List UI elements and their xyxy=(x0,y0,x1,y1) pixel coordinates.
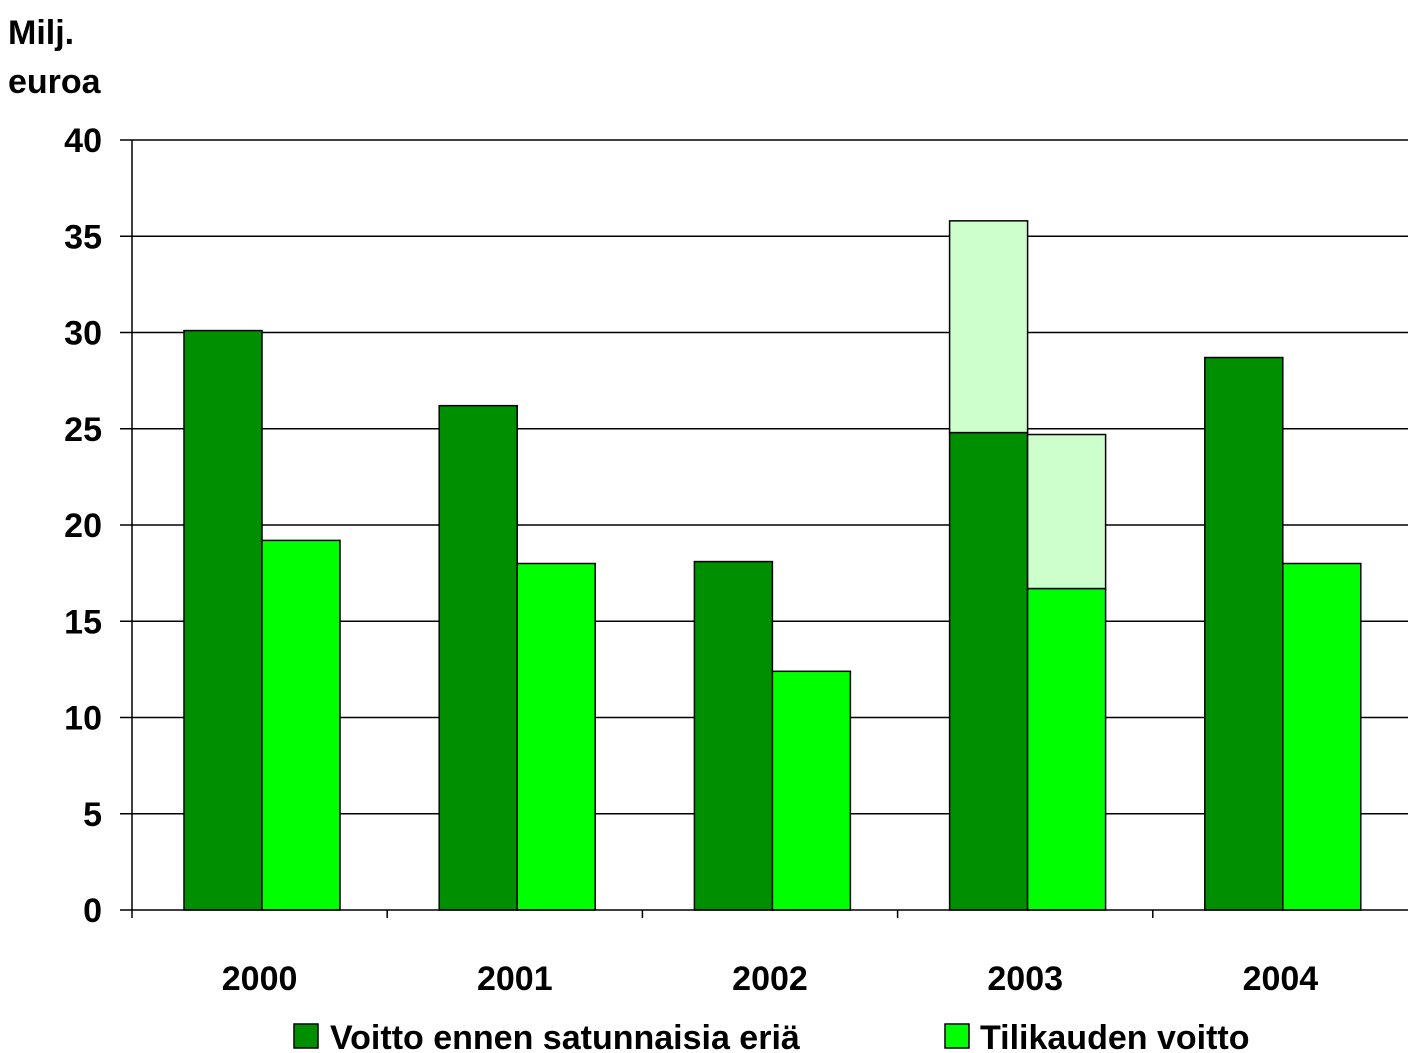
legend-label: Tilikauden voitto xyxy=(980,1019,1250,1053)
y-tick-label: 20 xyxy=(64,507,102,545)
bar-voitto-ennen-2004 xyxy=(1204,356,1284,911)
axes xyxy=(120,139,1408,918)
bar-extra-segment-tilikauden-voitto-2003 xyxy=(1026,433,1107,590)
bar-voitto-ennen-2002 xyxy=(693,560,774,911)
x-tick-label: 2003 xyxy=(987,960,1063,998)
bar-extra-segment-voitto-ennen-2003 xyxy=(948,220,1029,434)
y-tick-label: 15 xyxy=(64,603,102,641)
y-tick-label: 25 xyxy=(64,411,102,449)
bar-tilikauden-voitto-2002 xyxy=(771,670,852,911)
legend: Voitto ennen satunnaisia eriä Tilikauden … xyxy=(293,1019,1250,1053)
bar-tilikauden-voitto-2001 xyxy=(516,562,596,911)
x-tick-label: 2001 xyxy=(477,960,553,998)
y-tick-label: 10 xyxy=(64,700,102,738)
y-tick-label: 0 xyxy=(83,892,102,930)
y-axis-title: Milj. euroa xyxy=(8,14,102,101)
legend-swatch xyxy=(944,1023,970,1049)
legend-swatch xyxy=(293,1023,319,1049)
y-axis-title-line-1: Milj. xyxy=(8,14,74,52)
y-tick-label: 35 xyxy=(64,218,102,256)
bar-tilikauden-voitto-2003 xyxy=(1026,587,1107,911)
bar-voitto-ennen-2003 xyxy=(948,431,1029,911)
y-tick-label: 5 xyxy=(83,796,102,834)
y-tick-label: 30 xyxy=(64,315,102,353)
bars xyxy=(183,220,1362,911)
tick-labels: 0 5 10 15 20 25 30 35 40 2000 2001 2002 2003 2004 xyxy=(64,122,1318,998)
bar-tilikauden-voitto-2000 xyxy=(261,539,341,911)
y-axis-title-line-2: euroa xyxy=(8,63,102,101)
x-tick-label: 2004 xyxy=(1243,960,1319,998)
bar-tilikauden-voitto-2004 xyxy=(1282,562,1362,911)
bar-voitto-ennen-2000 xyxy=(183,329,263,911)
y-tick-label: 40 xyxy=(64,122,102,160)
legend-label: Voitto ennen satunnaisia eriä xyxy=(330,1019,800,1053)
x-tick-label: 2000 xyxy=(222,960,298,998)
bar-voitto-ennen-2001 xyxy=(438,404,518,911)
x-tick-label: 2002 xyxy=(732,960,808,998)
